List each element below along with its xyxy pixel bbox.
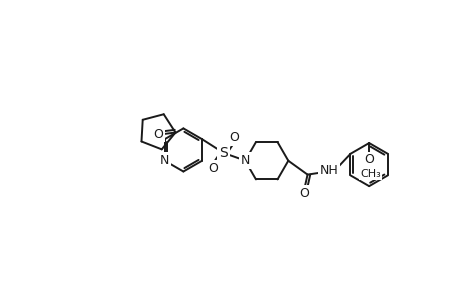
Text: O: O [153, 128, 163, 141]
Text: N: N [240, 154, 249, 167]
Text: NH: NH [319, 164, 338, 177]
Text: O: O [364, 154, 373, 166]
Text: S: S [219, 146, 228, 160]
Text: O: O [298, 187, 308, 200]
Text: O: O [207, 162, 217, 175]
Text: N: N [160, 154, 169, 167]
Text: CH₃: CH₃ [359, 169, 380, 179]
Text: O: O [229, 131, 239, 144]
